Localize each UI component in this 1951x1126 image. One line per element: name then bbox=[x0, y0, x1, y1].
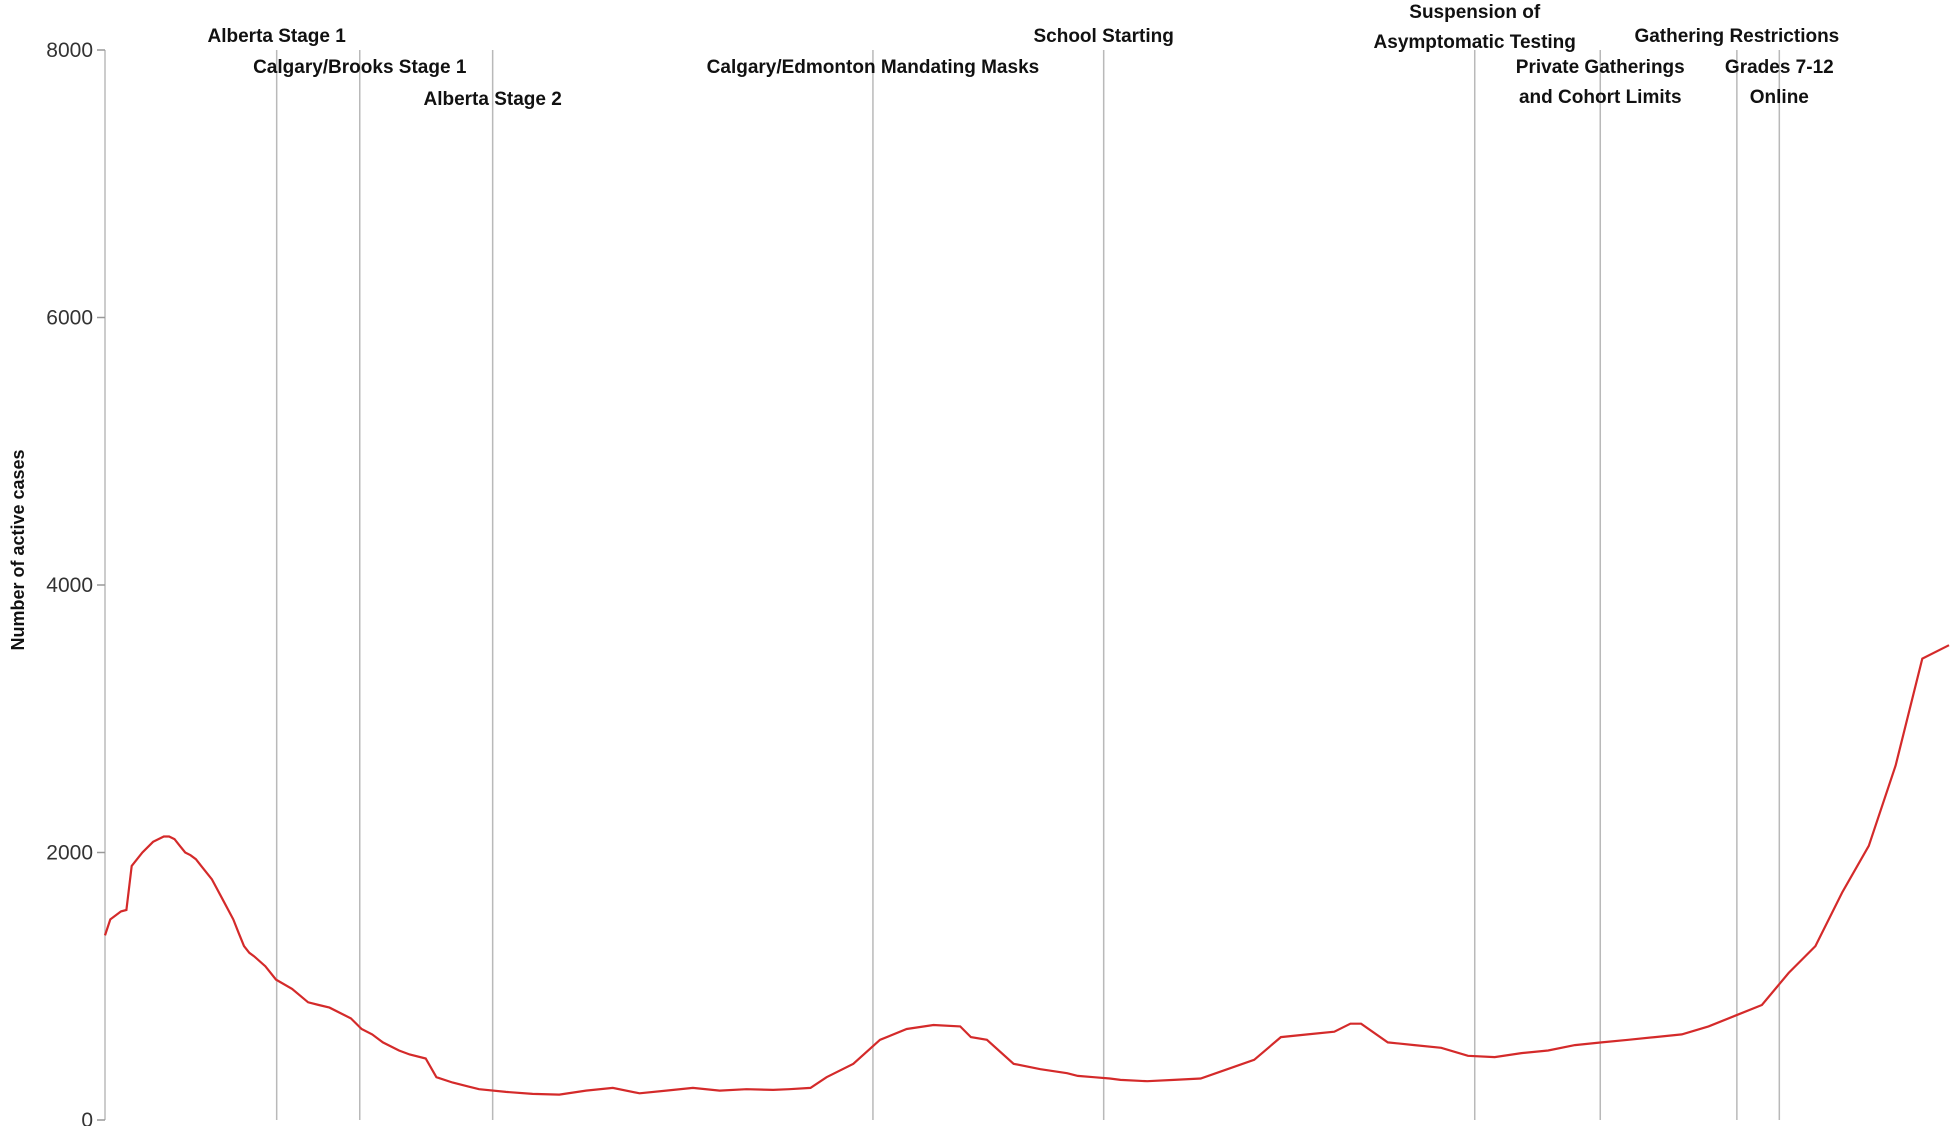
y-tick-label: 8000 bbox=[46, 39, 93, 62]
event-label: Suspension of bbox=[1409, 2, 1541, 23]
event-label: School Starting bbox=[1033, 26, 1173, 47]
event-label: Gathering Restrictions bbox=[1634, 26, 1839, 47]
event-label: Alberta Stage 1 bbox=[208, 26, 347, 47]
event-label: Calgary/Edmonton Mandating Masks bbox=[707, 57, 1040, 78]
event-label: and Cohort Limits bbox=[1519, 87, 1682, 108]
y-axis-title: Number of active cases bbox=[8, 449, 28, 650]
event-lines: Alberta Stage 1 Calgary/Brooks Stage 1 Alb… bbox=[208, 2, 1839, 1120]
y-tick-label: 6000 bbox=[46, 307, 93, 330]
active-cases-line bbox=[103, 644, 1950, 1096]
y-tick-label: 2000 bbox=[46, 842, 93, 865]
event-label: Calgary/Brooks Stage 1 bbox=[253, 57, 467, 78]
event-label: Grades 7-12 bbox=[1725, 57, 1834, 78]
y-tick-label: 0 bbox=[81, 1109, 93, 1126]
event-label: Private Gatherings bbox=[1516, 57, 1685, 78]
event-label: Online bbox=[1750, 87, 1809, 108]
event-label: Asymptomatic Testing bbox=[1374, 32, 1576, 53]
event-label: Alberta Stage 2 bbox=[423, 89, 561, 110]
y-axis: 0 2000 4000 6000 8000 bbox=[46, 39, 106, 1126]
y-tick-label: 4000 bbox=[46, 574, 93, 597]
